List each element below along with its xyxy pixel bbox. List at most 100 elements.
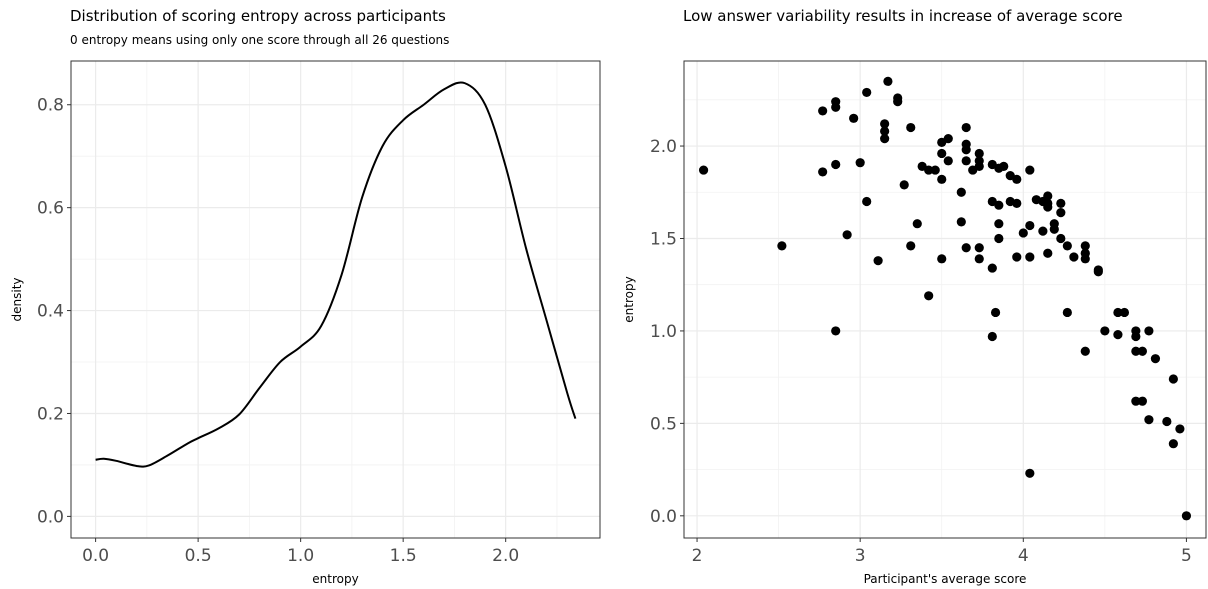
density-x-tick-label: 0.0 [82, 546, 109, 566]
scatter-chart-panel: Low answer variability results in increa… [604, 0, 1208, 589]
scatter-x-axis-title: Participant's average score [864, 572, 1027, 586]
density-chart-panel: Distribution of scoring entropy across p… [10, 7, 601, 586]
scatter-point [831, 326, 841, 336]
scatter-point [912, 219, 922, 229]
scatter-point [994, 233, 1004, 244]
scatter-point [849, 113, 859, 123]
scatter-point [1131, 346, 1141, 356]
scatter-point [1025, 468, 1035, 478]
scatter-point [1175, 424, 1185, 434]
scatter-point [1093, 267, 1103, 277]
scatter-point [974, 254, 984, 264]
scatter-point [1025, 165, 1035, 175]
scatter-y-tick-label: 0.0 [650, 507, 677, 527]
density-chart-svg: 0.0 0.5 1.0 1.5 2.0 0.0 0.2 0.4 0.6 0.8 entropy den… [10, 60, 601, 586]
scatter-point [906, 241, 916, 251]
scatter-point [930, 165, 940, 175]
scatter-point [1049, 224, 1059, 234]
scatter-point [1168, 439, 1178, 449]
scatter-point [956, 187, 966, 197]
scatter-x-tick-label: 4 [1018, 546, 1029, 566]
scatter-point [961, 243, 971, 253]
density-x-tick-label: 0.5 [185, 546, 212, 566]
scatter-panel-border [683, 60, 1207, 539]
scatter-point [1113, 307, 1123, 318]
scatter-point [1113, 330, 1123, 340]
scatter-point [924, 165, 934, 175]
scatter-point [987, 331, 997, 342]
scatter-point [1137, 346, 1147, 356]
scatter-point [831, 159, 841, 170]
density-x-tick-label: 1.0 [287, 546, 314, 566]
scatter-point [906, 122, 916, 133]
density-chart-title: Distribution of scoring entropy across p… [70, 7, 446, 25]
scatter-point [1181, 511, 1192, 521]
scatter-point [1012, 198, 1022, 208]
scatter-point [961, 122, 971, 133]
scatter-point [1137, 396, 1147, 406]
scatter-point [1043, 191, 1053, 201]
density-y-axis-title: density [10, 278, 24, 322]
scatter-point [956, 217, 966, 227]
scatter-point [880, 134, 890, 144]
scatter-point [855, 158, 865, 168]
scatter-point [961, 145, 971, 155]
scatter-point [937, 254, 947, 264]
scatter-point [880, 119, 890, 129]
scatter-point [994, 200, 1004, 210]
density-y-tick-label: 0.0 [37, 507, 64, 527]
density-y-tick-label: 0.6 [37, 199, 64, 219]
scatter-point [943, 134, 953, 144]
scatter-point [974, 148, 984, 159]
scatter-point [842, 230, 852, 240]
scatter-point [1131, 396, 1141, 406]
scatter-point [1012, 174, 1022, 184]
scatter-point [1025, 252, 1035, 262]
scatter-point [937, 148, 947, 159]
scatter-point [818, 106, 828, 116]
scatter-point [1131, 331, 1141, 342]
scatter-point [883, 76, 893, 86]
scatter-point [1062, 241, 1072, 251]
scatter-point [1043, 202, 1053, 212]
density-panel-border [70, 60, 601, 539]
scatter-point [1150, 354, 1161, 364]
scatter-point [994, 219, 1004, 229]
scatter-point [1080, 346, 1090, 356]
scatter-point [1144, 326, 1154, 336]
density-chart-subtitle: 0 entropy means using only one score thr… [70, 33, 450, 47]
scatter-y-tick-label: 1.5 [650, 229, 677, 249]
density-x-axis-title: entropy [312, 572, 358, 586]
scatter-point [818, 167, 828, 177]
scatter-point [943, 156, 953, 166]
scatter-point [831, 102, 841, 112]
scatter-point [1100, 326, 1110, 336]
scatter-point [1056, 233, 1066, 244]
scatter-y-tick-label: 1.0 [650, 322, 677, 342]
scatter-point [1162, 416, 1172, 427]
scatter-point [1119, 307, 1130, 318]
scatter-point [961, 156, 971, 166]
scatter-point [974, 161, 984, 171]
scatter-point [1069, 252, 1079, 262]
density-x-tick-label: 2.0 [492, 546, 519, 566]
scatter-point [698, 165, 709, 175]
scatter-point [873, 256, 883, 266]
scatter-chart-title: Low answer variability results in increa… [683, 7, 1123, 25]
scatter-point [1080, 241, 1090, 251]
scatter-point [1038, 226, 1048, 236]
scatter-point [974, 243, 984, 253]
scatter-point [1056, 208, 1066, 218]
scatter-point [937, 174, 947, 184]
scatter-point [1168, 374, 1178, 384]
scatter-point [1144, 415, 1154, 425]
density-curve [95, 81, 577, 468]
scatter-point [924, 291, 934, 301]
scatter-point [990, 307, 1001, 318]
scatter-point [777, 241, 787, 251]
scatter-point [999, 161, 1009, 171]
density-x-tick-label: 1.5 [390, 546, 417, 566]
scatter-x-tick-label: 3 [855, 546, 866, 566]
scatter-chart-svg: 2 3 4 5 0.0 0.5 1.0 1.5 2.0 Participant's average… [622, 60, 1207, 586]
scatter-x-tick-label: 5 [1181, 546, 1192, 566]
